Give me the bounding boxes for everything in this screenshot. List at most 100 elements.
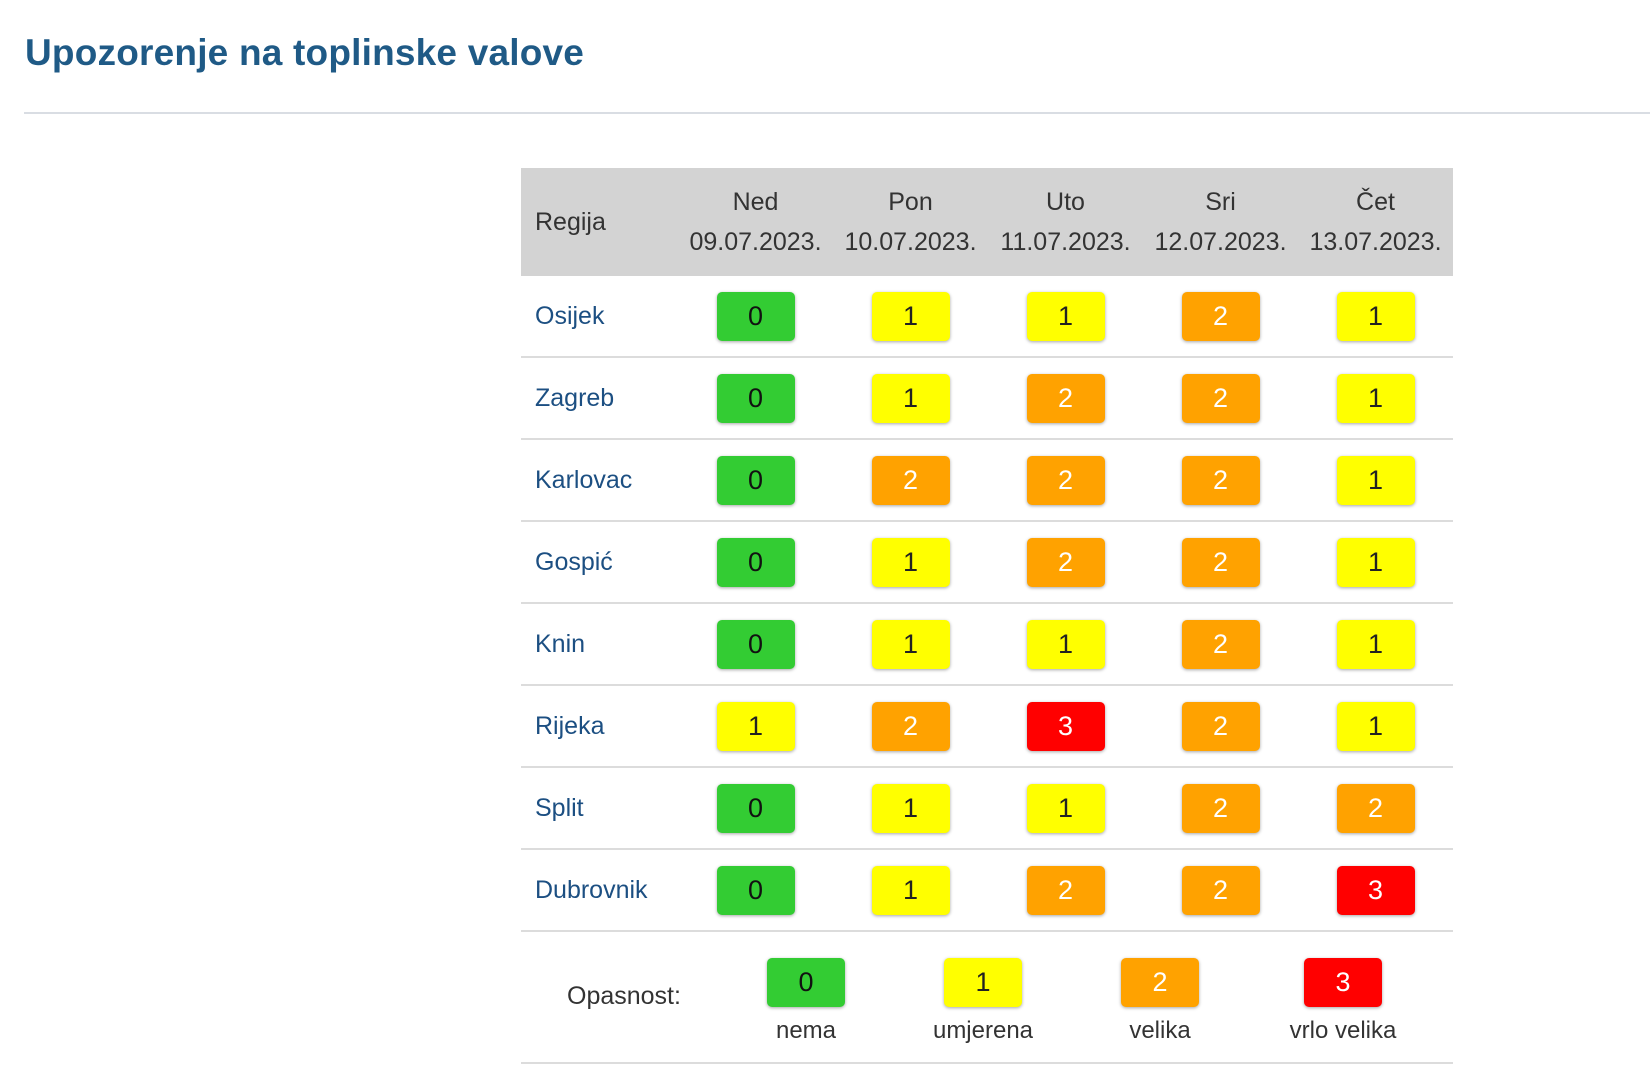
level-badge: 2 <box>1336 783 1415 833</box>
region-link[interactable]: Knin <box>521 603 678 686</box>
region-link[interactable]: Dubrovnik <box>521 849 678 932</box>
level-cell: 1 <box>833 767 988 850</box>
level-badge: 2 <box>1181 619 1260 669</box>
level-badge: 1 <box>1336 291 1415 341</box>
level-badge: 3 <box>1026 701 1105 751</box>
level-cell: 2 <box>988 357 1143 440</box>
level-badge: 3 <box>1336 865 1415 915</box>
table-row: Zagreb 0 1 2 2 1 <box>521 357 1453 440</box>
level-cell: 2 <box>833 439 988 522</box>
region-link[interactable]: Gospić <box>521 521 678 604</box>
region-link[interactable]: Zagreb <box>521 357 678 440</box>
level-cell: 3 <box>1298 849 1453 932</box>
level-badge: 0 <box>716 291 795 341</box>
level-cell: 1 <box>833 357 988 440</box>
level-badge: 1 <box>871 291 950 341</box>
region-link[interactable]: Karlovac <box>521 439 678 522</box>
level-cell: 1 <box>833 603 988 686</box>
level-cell: 2 <box>1298 767 1453 850</box>
level-badge: 2 <box>1026 455 1105 505</box>
day-weekday: Uto <box>1046 188 1085 216</box>
level-cell: 1 <box>988 603 1143 686</box>
day-date: 09.07.2023. <box>689 228 822 256</box>
level-badge: 1 <box>1026 291 1105 341</box>
level-cell: 2 <box>1143 685 1298 768</box>
table-row: Split 0 1 1 2 2 <box>521 767 1453 850</box>
level-badge: 2 <box>1026 865 1105 915</box>
level-cell: 0 <box>678 849 833 932</box>
level-cell: 2 <box>1143 767 1298 850</box>
day-column-header: Uto 11.07.2023. <box>988 168 1143 276</box>
legend-badge: 3 <box>1304 958 1382 1007</box>
page-title: Upozorenje na toplinske valove <box>25 32 585 73</box>
level-badge: 1 <box>871 619 950 669</box>
level-cell: 0 <box>678 357 833 440</box>
level-cell: 1 <box>833 276 988 358</box>
day-weekday: Čet <box>1356 188 1395 216</box>
level-badge: 0 <box>716 619 795 669</box>
level-badge: 1 <box>871 373 950 423</box>
level-cell: 2 <box>988 439 1143 522</box>
level-badge: 1 <box>1026 619 1105 669</box>
level-cell: 2 <box>1143 439 1298 522</box>
day-weekday: Sri <box>1205 188 1236 216</box>
level-badge: 2 <box>871 701 950 751</box>
level-badge: 1 <box>871 865 950 915</box>
level-badge: 2 <box>1181 865 1260 915</box>
level-badge: 1 <box>1336 455 1415 505</box>
level-badge: 1 <box>871 783 950 833</box>
level-badge: 2 <box>1181 701 1260 751</box>
level-cell: 1 <box>1298 603 1453 686</box>
day-column-header: Pon 10.07.2023. <box>833 168 988 276</box>
region-link[interactable]: Split <box>521 767 678 850</box>
day-date: 13.07.2023. <box>1309 228 1442 256</box>
legend-text: vrlo velika <box>1289 1017 1397 1044</box>
level-cell: 0 <box>678 439 833 522</box>
day-weekday: Ned <box>732 188 779 216</box>
level-cell: 0 <box>678 276 833 358</box>
level-badge: 0 <box>716 373 795 423</box>
day-column-header: Sri 12.07.2023. <box>1143 168 1298 276</box>
legend-item-umjerena: 1 umjerena <box>903 958 1063 1045</box>
level-badge: 2 <box>1026 537 1105 587</box>
day-weekday: Pon <box>888 188 933 216</box>
legend-text: velika <box>1129 1017 1191 1044</box>
table-row: Dubrovnik 0 1 2 2 3 <box>521 849 1453 932</box>
table-row: Gospić 0 1 2 2 1 <box>521 521 1453 604</box>
level-badge: 0 <box>716 783 795 833</box>
level-cell: 0 <box>678 521 833 604</box>
legend-row: Opasnost: 0 nema 1 umjerena 2 velika <box>521 931 1453 1064</box>
level-badge: 2 <box>1026 373 1105 423</box>
table-row: Karlovac 0 2 2 2 1 <box>521 439 1453 522</box>
level-cell: 0 <box>678 767 833 850</box>
region-link[interactable]: Osijek <box>521 276 678 358</box>
table-row: Knin 0 1 1 2 1 <box>521 603 1453 686</box>
table-body: Osijek 0 1 1 2 1 Zagreb 0 1 2 2 1 Karlovac 0 2 2 2 1 Gospi… <box>521 276 1453 932</box>
day-date: 12.07.2023. <box>1154 228 1287 256</box>
heatwave-warning-table: Regija Ned 09.07.2023. Pon 10.07.2023. U… <box>521 168 1453 1064</box>
level-cell: 1 <box>678 685 833 768</box>
level-cell: 0 <box>678 603 833 686</box>
level-cell: 3 <box>988 685 1143 768</box>
level-cell: 2 <box>1143 603 1298 686</box>
level-badge: 2 <box>1181 373 1260 423</box>
region-link[interactable]: Rijeka <box>521 685 678 768</box>
table-header-row: Regija Ned 09.07.2023. Pon 10.07.2023. U… <box>521 168 1453 276</box>
level-cell: 1 <box>1298 357 1453 440</box>
level-badge: 1 <box>1336 701 1415 751</box>
legend: Opasnost: 0 nema 1 umjerena 2 velika <box>521 932 1453 1062</box>
level-badge: 2 <box>1181 783 1260 833</box>
legend-badge: 2 <box>1121 958 1199 1007</box>
legend-text: nema <box>775 1017 837 1044</box>
level-badge: 1 <box>716 701 795 751</box>
level-badge: 2 <box>1181 537 1260 587</box>
level-cell: 2 <box>1143 357 1298 440</box>
level-cell: 2 <box>1143 849 1298 932</box>
day-column-header: Ned 09.07.2023. <box>678 168 833 276</box>
level-cell: 1 <box>988 767 1143 850</box>
legend-item-velika: 2 velika <box>1080 958 1240 1045</box>
level-badge: 1 <box>871 537 950 587</box>
region-column-header: Regija <box>521 168 678 276</box>
level-cell: 1 <box>1298 685 1453 768</box>
